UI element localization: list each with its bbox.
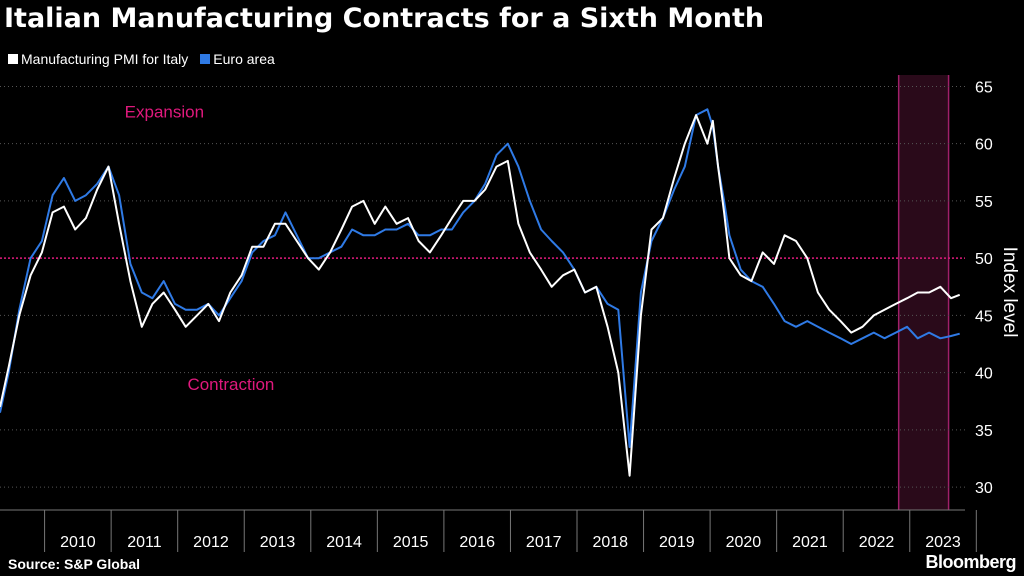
legend-item-italy: Manufacturing PMI for Italy <box>8 51 188 67</box>
y-axis-label: Index level <box>999 247 1020 338</box>
y-tick-label: 65 <box>975 79 993 96</box>
chart-title: Italian Manufacturing Contracts for a Si… <box>4 3 765 34</box>
x-tick-label: 2011 <box>127 534 162 551</box>
source-note: Source: S&P Global <box>8 556 140 572</box>
y-tick-label: 60 <box>975 137 993 154</box>
legend-swatch-euro <box>200 54 211 64</box>
x-tick-label: 2022 <box>859 534 895 551</box>
x-tick-label: 2021 <box>792 534 828 551</box>
series-line-italy <box>0 114 961 477</box>
x-tick-label: 2023 <box>925 534 961 551</box>
legend-swatch-italy <box>8 54 18 64</box>
x-tick-label: 2010 <box>60 534 96 551</box>
y-tick-label: 30 <box>975 480 993 497</box>
y-tick-label: 50 <box>975 251 993 268</box>
legend-label-euro: Euro area <box>213 51 275 67</box>
x-tick-label: 2014 <box>326 534 362 551</box>
y-tick-label: 35 <box>975 423 993 440</box>
x-tick-label: 2020 <box>726 534 762 551</box>
x-tick-label: 2016 <box>459 534 495 551</box>
x-tick-label: 2018 <box>592 534 628 551</box>
y-tick-label: 45 <box>975 308 993 325</box>
legend-item-euro: Euro area <box>200 51 275 67</box>
x-tick-label: 2017 <box>526 534 562 551</box>
series-line-euro <box>0 108 960 448</box>
y-tick-label: 40 <box>975 366 993 383</box>
bloomberg-logo: Bloomberg <box>925 552 1016 572</box>
annotation-expansion: Expansion <box>125 102 204 121</box>
legend: Manufacturing PMI for Italy Euro area <box>8 51 287 67</box>
x-tick-label: 2019 <box>659 534 695 551</box>
legend-label-italy: Manufacturing PMI for Italy <box>21 51 189 67</box>
x-tick-label: 2013 <box>260 534 296 551</box>
x-tick-label: 2012 <box>193 534 229 551</box>
x-tick-label: 2015 <box>393 534 429 551</box>
annotation-contraction: Contraction <box>187 375 274 394</box>
y-tick-label: 55 <box>975 194 993 211</box>
